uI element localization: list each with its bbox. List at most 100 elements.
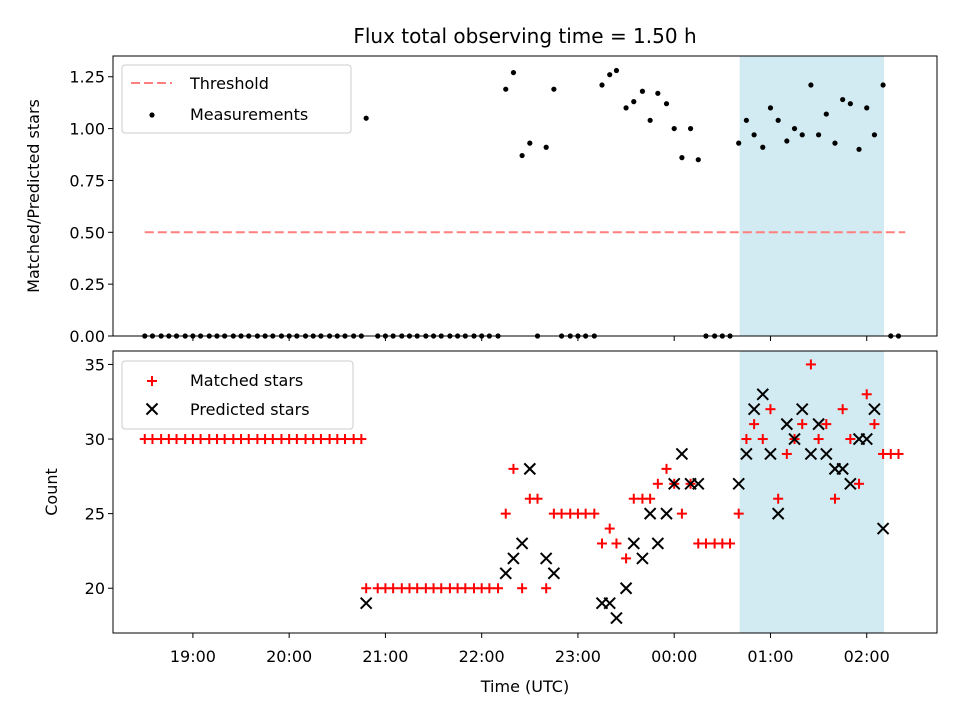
predicted-point	[740, 447, 753, 461]
measurement-point	[363, 115, 369, 121]
measurement-point	[832, 140, 838, 146]
measurement-point	[736, 140, 742, 146]
predicted-point	[499, 567, 512, 580]
measurement-point	[613, 67, 620, 74]
y-tick-label: 1.25	[69, 68, 105, 87]
predicted-point	[359, 596, 373, 610]
measurement-point	[663, 101, 670, 107]
matched-point	[500, 508, 511, 519]
matched-point	[869, 419, 880, 430]
legend-x-marker	[145, 402, 159, 416]
predicted-point	[764, 447, 777, 461]
measurement-point	[815, 132, 822, 138]
measurement-point	[639, 88, 646, 94]
matched-point	[484, 583, 495, 594]
matched-point	[243, 434, 254, 445]
measurement-point	[647, 117, 653, 123]
x-tick-label: 19:00	[170, 647, 216, 666]
matched-point	[893, 448, 904, 459]
y-tick-label: 0.75	[69, 171, 105, 190]
y-axis-label: Matched/Predicted stars	[24, 99, 43, 293]
chart-title: Flux total observing time = 1.50 h	[353, 24, 696, 48]
measurement-point	[599, 82, 605, 88]
measurement-point	[840, 96, 846, 103]
predicted-point	[651, 537, 665, 550]
matched-point	[195, 434, 206, 445]
predicted-point	[876, 522, 890, 535]
matched-point	[171, 434, 182, 445]
y-tick-label: 25	[85, 505, 105, 524]
matched-point	[805, 359, 816, 370]
highlight-span	[739, 351, 885, 633]
matched-point	[781, 448, 792, 459]
measurement-point	[527, 140, 533, 146]
legend-plus-marker	[147, 376, 157, 386]
matched-point	[661, 463, 672, 474]
y-tick-label: 0.00	[69, 327, 105, 346]
matched-point	[361, 583, 372, 594]
predicted-point	[796, 402, 809, 416]
matched-point	[315, 434, 326, 445]
measurement-point	[503, 86, 509, 92]
legend-box	[121, 64, 352, 134]
measurement-point	[623, 105, 629, 111]
y-tick-label: 0.50	[69, 223, 105, 242]
matched-point	[741, 434, 752, 445]
matched-point	[733, 508, 744, 519]
x-axis-label: Time (UTC)	[480, 677, 569, 696]
matched-point	[725, 538, 736, 549]
matched-point	[854, 478, 865, 489]
predicted-point	[820, 447, 833, 461]
measurement-point	[808, 82, 814, 88]
legend-predicted-label: Predicted stars	[190, 400, 310, 419]
matched-point	[219, 434, 230, 445]
y-tick-label: 30	[85, 430, 105, 449]
matched-point	[611, 538, 622, 549]
y-axis-ticks: 0.00 0.25 0.50 0.75 1.00 1.25	[69, 68, 113, 346]
matched-point	[861, 389, 872, 400]
legend-matched-swatch	[147, 376, 157, 386]
predicted-point	[507, 552, 520, 565]
predicted-point	[667, 477, 681, 491]
measurement-point	[767, 105, 774, 111]
y-axis-label: Count	[42, 468, 61, 516]
matched-point	[676, 508, 687, 519]
legend-threshold-label: Threshold	[189, 74, 269, 93]
predicted-point	[627, 537, 640, 550]
predicted-point	[860, 432, 873, 446]
x-tick-label: 20:00	[266, 647, 312, 666]
measurement-point	[871, 132, 878, 138]
predicted-point	[756, 388, 769, 401]
matched-point	[556, 508, 567, 519]
measurement-point	[799, 132, 805, 138]
legend-measurements-label: Measurements	[190, 105, 308, 124]
matched-point	[765, 404, 776, 415]
predicted-stars-series	[359, 388, 890, 625]
axes-frame	[112, 55, 938, 337]
predicted-point	[515, 537, 529, 550]
matched-point	[597, 538, 608, 549]
measurement-point	[784, 138, 790, 144]
legend: Matched stars Predicted stars	[121, 360, 354, 430]
x-tick-label: 22:00	[459, 647, 505, 666]
axes-frame	[112, 350, 938, 634]
measurement-point	[655, 90, 661, 96]
measurement-point	[679, 155, 685, 161]
matched-point	[628, 493, 639, 504]
legend-measurements-swatch	[149, 112, 155, 118]
matched-point	[532, 493, 543, 504]
y-axis-ticks: 20 25 30 35	[85, 355, 113, 598]
measurement-point	[743, 117, 750, 123]
matched-point	[645, 493, 656, 504]
matched-point	[508, 463, 519, 474]
measurement-point	[607, 72, 613, 78]
matched-point	[773, 493, 784, 504]
measurement-point	[671, 125, 677, 132]
predicted-point	[868, 402, 881, 416]
measurements-series	[142, 67, 902, 339]
matched-point	[147, 434, 158, 445]
measurement-point	[631, 99, 637, 105]
predicted-point	[836, 462, 849, 476]
predicted-point	[788, 432, 801, 446]
count-panel: 20 25 30 35 19:00 20:00 21:00 22:00 23:00 00:00 0…	[42, 350, 938, 696]
